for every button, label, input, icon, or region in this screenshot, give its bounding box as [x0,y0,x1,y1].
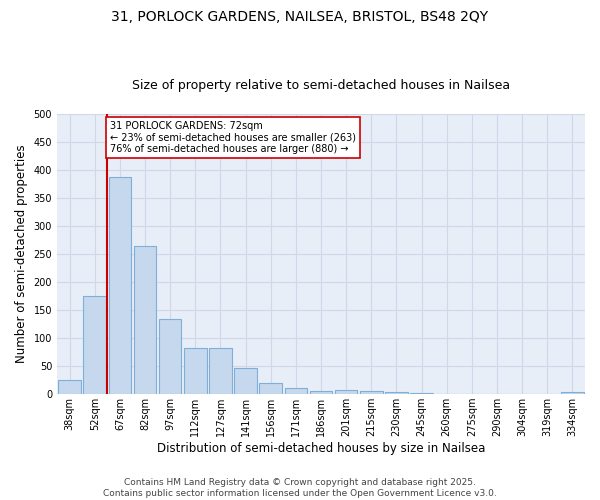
X-axis label: Distribution of semi-detached houses by size in Nailsea: Distribution of semi-detached houses by … [157,442,485,455]
Bar [561,392,584,394]
Title: Size of property relative to semi-detached houses in Nailsea: Size of property relative to semi-detach… [132,79,510,92]
Bar [385,392,408,394]
Text: 31 PORLOCK GARDENS: 72sqm
← 23% of semi-detached houses are smaller (263)
76% of: 31 PORLOCK GARDENS: 72sqm ← 23% of semi-… [110,120,356,154]
Text: 31, PORLOCK GARDENS, NAILSEA, BRISTOL, BS48 2QY: 31, PORLOCK GARDENS, NAILSEA, BRISTOL, B… [112,10,488,24]
Bar [184,348,206,394]
Bar [209,348,232,394]
Bar [310,392,332,394]
Bar [259,383,282,394]
Bar [410,393,433,394]
Text: Contains HM Land Registry data © Crown copyright and database right 2025.
Contai: Contains HM Land Registry data © Crown c… [103,478,497,498]
Bar [284,388,307,394]
Bar [159,318,181,394]
Y-axis label: Number of semi-detached properties: Number of semi-detached properties [15,145,28,364]
Bar [360,391,383,394]
Bar [58,380,81,394]
Bar [134,246,157,394]
Bar [109,178,131,394]
Bar [83,296,106,394]
Bar [234,368,257,394]
Bar [335,390,358,394]
